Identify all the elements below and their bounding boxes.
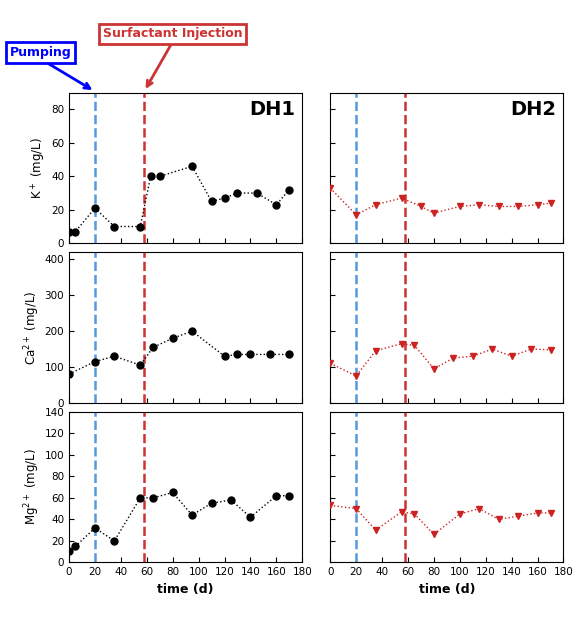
Text: DH2: DH2: [511, 100, 557, 119]
Text: Pumping: Pumping: [9, 46, 71, 59]
X-axis label: time (d): time (d): [419, 583, 475, 596]
Y-axis label: K$^+$ (mg/L): K$^+$ (mg/L): [30, 137, 48, 199]
Text: Surfactant Injection: Surfactant Injection: [103, 27, 242, 41]
Y-axis label: Mg$^{2+}$ (mg/L): Mg$^{2+}$ (mg/L): [22, 449, 41, 525]
X-axis label: time (d): time (d): [158, 583, 214, 596]
Text: DH1: DH1: [249, 100, 295, 119]
Y-axis label: Ca$^{2+}$ (mg/L): Ca$^{2+}$ (mg/L): [22, 290, 42, 365]
